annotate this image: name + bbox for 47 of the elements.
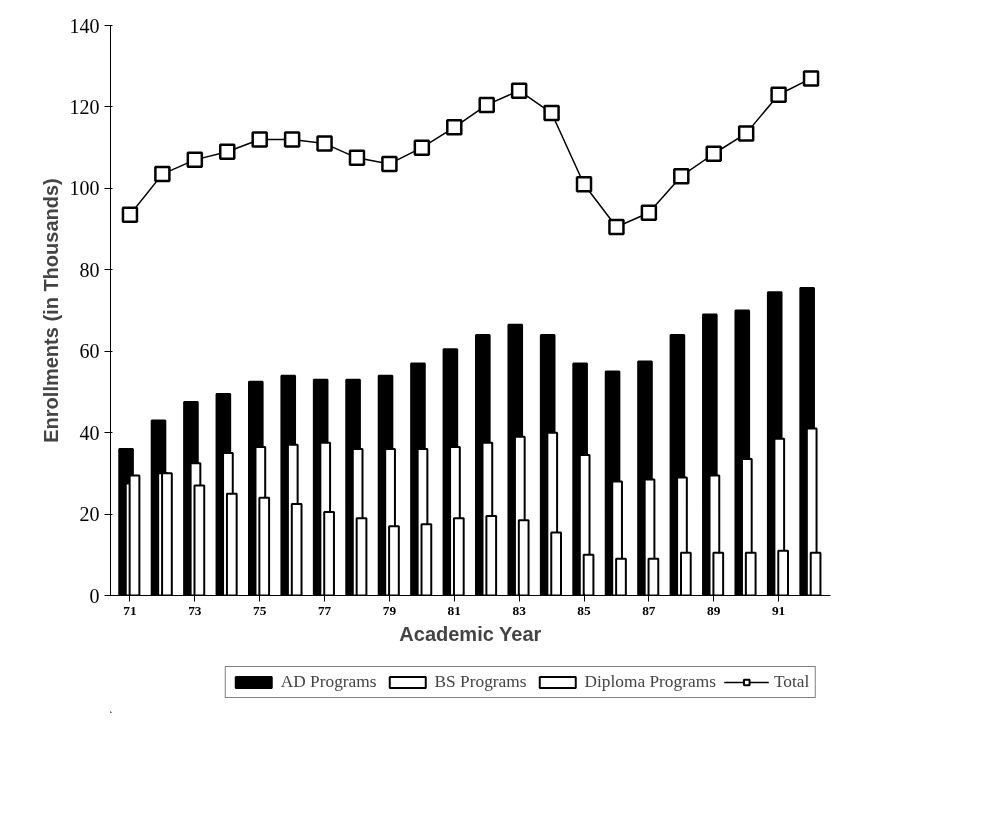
y-tick-label: 20 xyxy=(79,503,100,526)
y-tick-label: 100 xyxy=(69,177,100,200)
point xyxy=(186,151,204,169)
y-tick-label: 120 xyxy=(69,95,100,118)
point xyxy=(543,104,560,122)
point xyxy=(219,143,236,160)
y-tick-label: 60 xyxy=(79,340,100,363)
point xyxy=(251,131,268,148)
point xyxy=(348,149,366,167)
point xyxy=(413,139,431,156)
x-tick-label: 83 xyxy=(512,602,527,618)
legend-label: Diploma Programs xyxy=(584,672,716,692)
x-axis-title: Academic Year xyxy=(399,622,542,645)
x-tick-label: 75 xyxy=(253,602,267,618)
x-tick-label: 89 xyxy=(707,602,721,618)
point xyxy=(154,165,171,183)
legend-label: AD Programs xyxy=(280,672,377,692)
point xyxy=(575,176,593,193)
y-tick-label: 140 xyxy=(69,14,100,37)
y-tick-label: 40 xyxy=(79,421,100,444)
point xyxy=(737,125,755,142)
x-tick-label: 73 xyxy=(188,602,202,618)
point xyxy=(673,167,690,185)
point xyxy=(478,96,495,114)
point xyxy=(802,70,820,87)
point xyxy=(121,206,139,224)
y-axis-title: Enrollments (in Thousands) xyxy=(39,178,62,443)
x-tick-label: 77 xyxy=(317,602,332,618)
y-tick-label: 0 xyxy=(89,584,100,607)
legend-label: BS Programs xyxy=(434,672,527,692)
x-tick-label: 81 xyxy=(447,602,461,618)
point xyxy=(705,145,722,162)
legend-label: Total xyxy=(773,672,810,692)
point xyxy=(770,86,787,103)
point xyxy=(446,119,463,136)
x-tick-label: 71 xyxy=(123,602,137,618)
point xyxy=(640,204,658,222)
point xyxy=(316,135,333,152)
point xyxy=(381,155,398,173)
point xyxy=(283,131,301,148)
x-tick-label: 91 xyxy=(771,602,786,618)
point xyxy=(608,218,625,236)
x-tick-label: 79 xyxy=(382,602,397,618)
x-tick-label: 85 xyxy=(577,602,592,618)
y-tick-label: 80 xyxy=(79,258,100,281)
point xyxy=(510,82,528,99)
x-tick-label: 87 xyxy=(642,602,656,618)
